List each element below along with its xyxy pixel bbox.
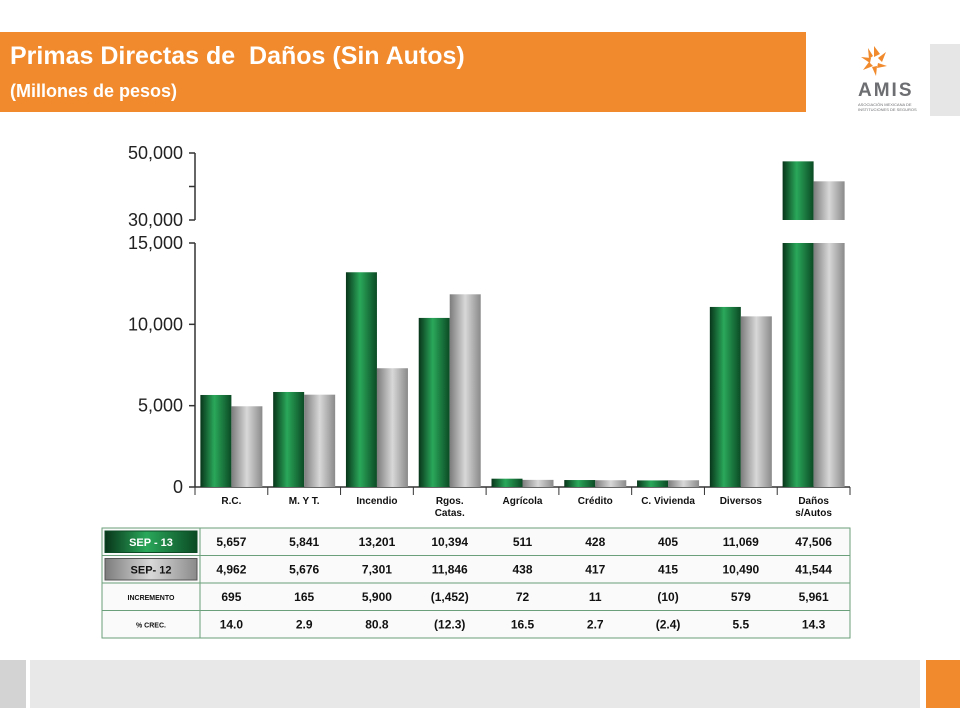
table-cell: 11,846	[432, 562, 468, 576]
table-cell: 5,841	[289, 535, 319, 549]
table-cell: 2.9	[296, 617, 313, 631]
bar	[200, 394, 232, 487]
table-cell: 14.3	[802, 617, 826, 631]
x-tick-label: Incendio	[356, 496, 397, 507]
table-cell: 4,962	[216, 562, 246, 576]
table-cell: 5,657	[216, 535, 246, 549]
logo-subtitle: ASOCIACIÓN MEXICANA DE INSTITUCIONES DE …	[858, 102, 917, 112]
y-tick-label: 15,000	[128, 233, 183, 253]
table-row-label: SEP - 13	[129, 537, 173, 549]
table-cell: 13,201	[359, 535, 396, 549]
logo-name: AMIS	[858, 80, 914, 101]
table-cell: 5.5	[732, 617, 749, 631]
bar	[273, 391, 305, 487]
bar	[668, 480, 700, 487]
bar	[345, 272, 377, 487]
amis-logo-icon	[861, 46, 887, 76]
data-table: SEP - 13 5,657 5,841 13,201 10,394 511 428 405 1…	[101, 527, 851, 639]
table-row-label: % CREC.	[136, 622, 166, 629]
bar	[231, 406, 263, 487]
table-cell: 695	[221, 590, 241, 604]
footer-bar	[30, 660, 920, 708]
y-tick-label: 30,000	[128, 210, 183, 230]
table-cell: 2.7	[587, 617, 604, 631]
bar	[637, 480, 669, 487]
bar	[782, 243, 814, 487]
table-cell: 428	[585, 535, 605, 549]
x-tick-label: Agrícola	[502, 496, 542, 507]
x-tick-label: Daños	[798, 496, 829, 507]
bar-upper-segment	[813, 181, 845, 220]
table-cell: 5,676	[289, 562, 319, 576]
bar	[491, 478, 523, 487]
y-tick-label: 50,000	[128, 143, 183, 163]
table-cell: 41,544	[795, 562, 832, 576]
bar	[418, 317, 450, 487]
x-tick-label: R.C.	[221, 496, 241, 507]
table-row-label: SEP- 12	[131, 564, 172, 576]
table-cell: (2.4)	[656, 617, 681, 631]
y-tick-label: 10,000	[128, 314, 183, 334]
table-cell: (1,452)	[431, 590, 469, 604]
bar	[564, 480, 596, 487]
table-cell: 511	[513, 535, 533, 549]
table-cell: 579	[731, 590, 751, 604]
table-cell: 5,900	[362, 590, 392, 604]
bar	[522, 479, 554, 487]
table-cell: 11	[589, 590, 602, 604]
table-cell: 72	[516, 590, 530, 604]
bar	[304, 394, 336, 487]
table-cell: (10)	[657, 590, 678, 604]
bar	[740, 316, 772, 487]
table-cell: 47,506	[795, 535, 832, 549]
bar	[449, 294, 481, 487]
table-cell: 415	[658, 562, 678, 576]
right-strip	[930, 44, 960, 116]
page-title: Primas Directas de Daños (Sin Autos)	[10, 42, 465, 70]
table-cell: 7,301	[362, 562, 392, 576]
table-cell: 16.5	[511, 617, 535, 631]
x-tick-label: Catas.	[435, 508, 465, 519]
table-cell: 438	[512, 562, 532, 576]
bars	[200, 161, 845, 487]
chart: 0 5,000 10,000 15,000 30,000 50,000 R.C. M. Y T…	[101, 143, 851, 639]
x-tick-label: Crédito	[578, 496, 613, 507]
bar	[595, 480, 627, 487]
table-cell: 417	[585, 562, 605, 576]
table-cell: 80.8	[365, 617, 389, 631]
x-tick-label: Diversos	[720, 496, 763, 507]
x-tick-label: M. Y T.	[289, 496, 320, 507]
bar	[376, 368, 408, 487]
table-cell: 14.0	[220, 617, 244, 631]
x-tick-label: s/Autos	[795, 508, 832, 519]
y-tick-label: 0	[173, 477, 183, 497]
legend-swatch-sep12	[104, 558, 198, 581]
bar-upper-segment	[782, 161, 814, 220]
bar	[813, 243, 845, 487]
title-bar	[0, 32, 806, 112]
table-cell: 11,069	[723, 535, 759, 549]
x-tick-label: Rgos.	[436, 496, 464, 507]
y-tick-label: 5,000	[138, 396, 183, 416]
table-row-label: INCREMENTO	[128, 595, 175, 602]
legend-swatch-sep13	[104, 530, 198, 553]
footer-right-block	[926, 660, 960, 708]
footer-left-block	[0, 660, 26, 708]
x-tick-label: C. Vivienda	[641, 496, 695, 507]
table-cell: 10,490	[722, 562, 759, 576]
bar	[709, 306, 741, 487]
table-cell: 165	[294, 590, 314, 604]
table-cell: 5,961	[799, 590, 829, 604]
table-cell: (12.3)	[434, 617, 465, 631]
table-cell: 10,394	[431, 535, 468, 549]
table-cell: 405	[658, 535, 678, 549]
page-subtitle: (Millones de pesos)	[10, 81, 178, 101]
